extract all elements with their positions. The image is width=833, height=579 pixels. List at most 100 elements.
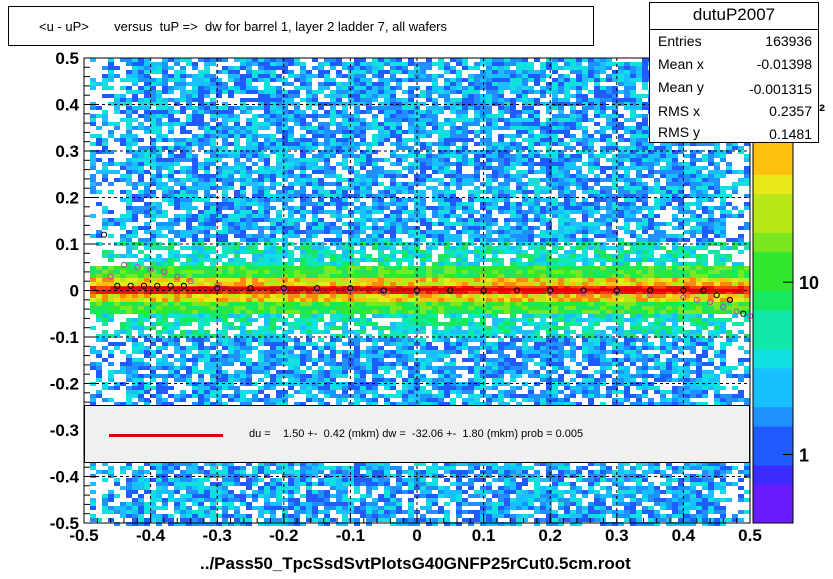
heatmap-cell: [252, 142, 258, 146]
heatmap-cell: [354, 270, 360, 274]
heatmap-cell: [270, 330, 276, 334]
heatmap-cell: [396, 518, 402, 522]
heatmap-cell: [204, 174, 210, 178]
heatmap-cell: [126, 366, 132, 370]
heatmap-cell: [120, 306, 126, 310]
heatmap-cell: [240, 498, 246, 502]
heatmap-cell: [336, 206, 342, 210]
heatmap-cell: [144, 518, 150, 522]
heatmap-cell: [390, 282, 396, 286]
heatmap-cell: [402, 210, 408, 214]
heatmap-cell: [378, 82, 384, 86]
heatmap-cell: [102, 266, 108, 270]
heatmap-cell: [288, 206, 294, 210]
heatmap-cell: [300, 66, 306, 70]
heatmap-cell: [366, 122, 372, 126]
heatmap-cell: [90, 366, 96, 370]
heatmap-cell: [300, 254, 306, 258]
heatmap-cell: [180, 506, 186, 510]
heatmap-cell: [378, 226, 384, 230]
heatmap-cell: [114, 294, 120, 298]
heatmap-cell: [372, 290, 378, 294]
heatmap-cell: [324, 510, 330, 514]
heatmap-cell: [372, 246, 378, 250]
heatmap-cell: [240, 110, 246, 114]
heatmap-cell: [288, 274, 294, 278]
heatmap-cell: [186, 114, 192, 118]
heatmap-cell: [168, 466, 174, 470]
heatmap-cell: [264, 266, 270, 270]
heatmap-cell: [222, 394, 228, 398]
heatmap-cell: [252, 294, 258, 298]
heatmap-cell: [234, 222, 240, 226]
heatmap-cell: [192, 314, 198, 318]
heatmap-cell: [162, 314, 168, 318]
heatmap-cell: [396, 310, 402, 314]
heatmap-cell: [186, 318, 192, 322]
heatmap-cell: [156, 66, 162, 70]
heatmap-cell: [258, 298, 264, 302]
heatmap-cell: [384, 302, 390, 306]
heatmap-cell: [234, 354, 240, 358]
heatmap-cell: [378, 302, 384, 306]
heatmap-cell: [198, 506, 204, 510]
heatmap-cell: [246, 66, 252, 70]
heatmap-cell: [282, 82, 288, 86]
heatmap-cell: [126, 510, 132, 514]
heatmap-cell: [258, 470, 264, 474]
heatmap-cell: [300, 478, 306, 482]
heatmap-cell: [336, 366, 342, 370]
heatmap-cell: [90, 214, 96, 218]
heatmap-cell: [324, 254, 330, 258]
heatmap-cell: [312, 202, 318, 206]
heatmap-cell: [168, 162, 174, 166]
heatmap-cell: [144, 294, 150, 298]
heatmap-cell: [222, 346, 228, 350]
heatmap-cell: [120, 98, 126, 102]
heatmap-cell: [96, 318, 102, 322]
heatmap-cell: [108, 278, 114, 282]
heatmap-cell: [168, 354, 174, 358]
heatmap-cell: [204, 142, 210, 146]
heatmap-cell: [150, 510, 156, 514]
heatmap-cell: [294, 178, 300, 182]
heatmap-cell: [396, 338, 402, 342]
heatmap-cell: [318, 354, 324, 358]
heatmap-cell: [192, 118, 198, 122]
heatmap-cell: [384, 510, 390, 514]
heatmap-cell: [228, 198, 234, 202]
heatmap-cell: [114, 290, 120, 294]
heatmap-cell: [342, 214, 348, 218]
heatmap-cell: [258, 342, 264, 346]
heatmap-cell: [234, 306, 240, 310]
heatmap-cell: [114, 346, 120, 350]
heatmap-cell: [240, 318, 246, 322]
heatmap-cell: [162, 226, 168, 230]
heatmap-cell: [108, 490, 114, 494]
heatmap-cell: [402, 118, 408, 122]
heatmap-cell: [186, 158, 192, 162]
heatmap-cell: [186, 302, 192, 306]
heatmap-cell: [138, 310, 144, 314]
heatmap-cell: [102, 74, 108, 78]
heatmap-cell: [384, 254, 390, 258]
heatmap-cell: [336, 274, 342, 278]
heatmap-cell: [300, 74, 306, 78]
heatmap-cell: [348, 358, 354, 362]
heatmap-cell: [216, 130, 222, 134]
heatmap-cell: [318, 390, 324, 394]
heatmap-cell: [264, 314, 270, 318]
heatmap-cell: [288, 290, 294, 294]
heatmap-cell: [366, 214, 372, 218]
heatmap-cell: [234, 318, 240, 322]
heatmap-cell: [294, 222, 300, 226]
heatmap-cell: [174, 370, 180, 374]
heatmap-cell: [186, 498, 192, 502]
heatmap-cell: [342, 142, 348, 146]
heatmap-cell: [354, 110, 360, 114]
heatmap-cell: [264, 210, 270, 214]
heatmap-cell: [312, 262, 318, 266]
heatmap-cell: [354, 114, 360, 118]
heatmap-cell: [270, 270, 276, 274]
heatmap-cell: [96, 114, 102, 118]
